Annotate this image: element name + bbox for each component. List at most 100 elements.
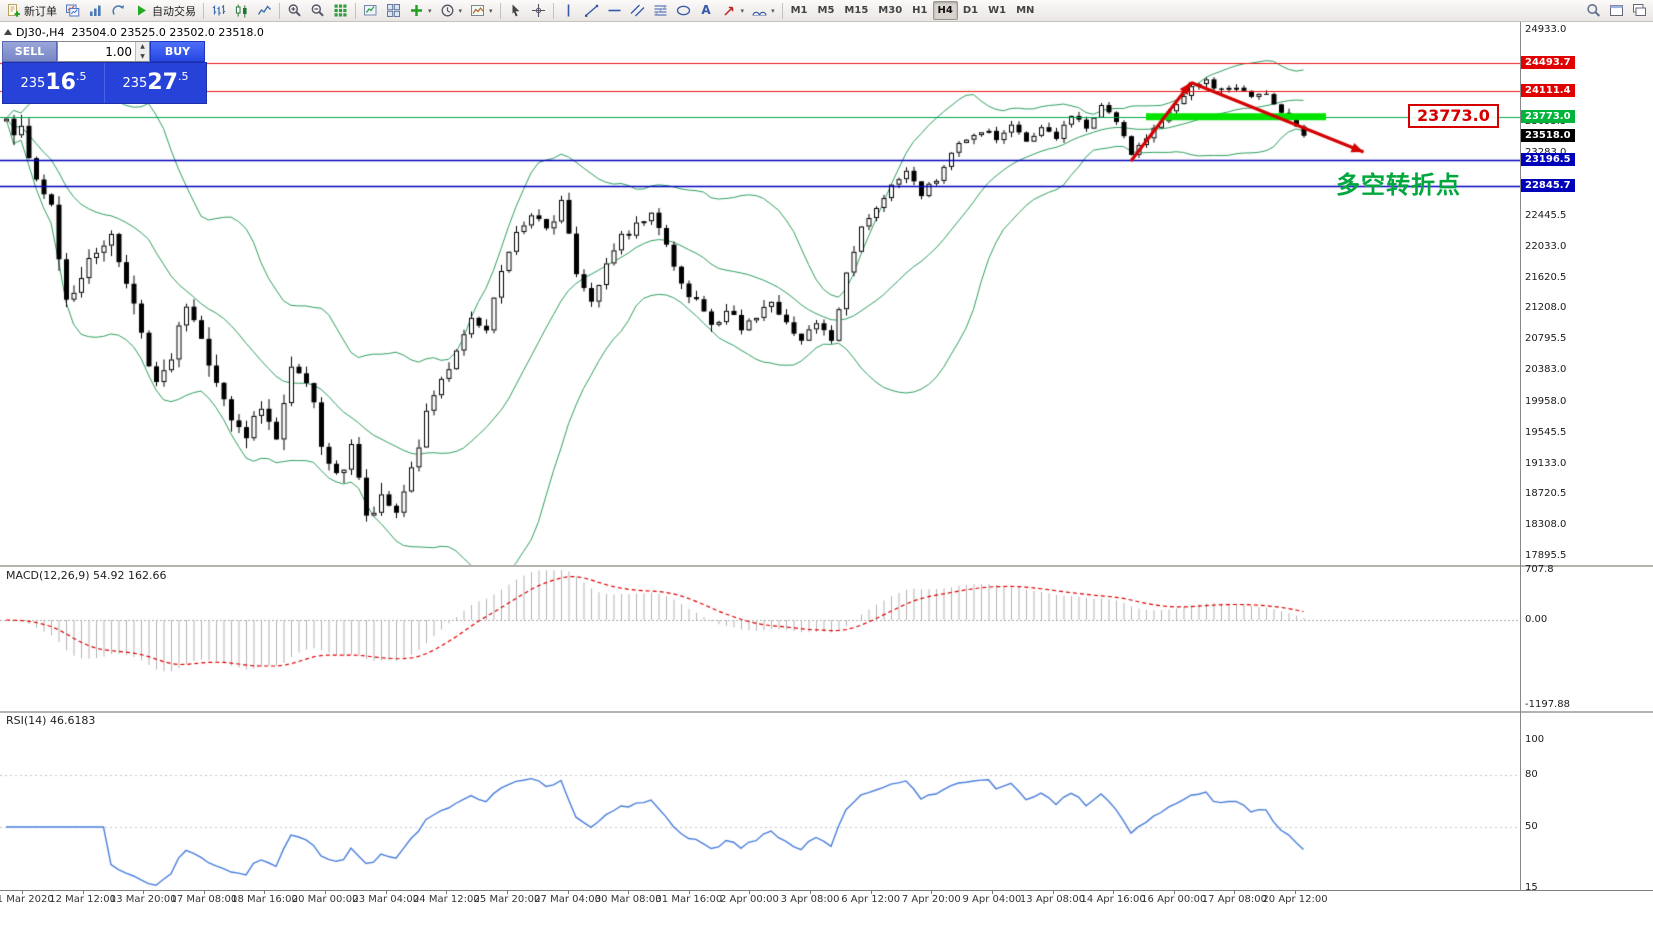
- timeframe-m5-button[interactable]: M5: [817, 5, 835, 16]
- rsi-pane-canvas[interactable]: [0, 713, 1520, 890]
- cycle-lines-button[interactable]: ▾: [748, 0, 779, 21]
- toolbar-separator: [203, 2, 204, 19]
- zoom-in-button[interactable]: [283, 0, 306, 21]
- cycle-lines-icon: [752, 3, 767, 18]
- refresh-icon: [111, 3, 126, 18]
- sell-price[interactable]: 235 16 .5: [3, 63, 104, 103]
- shapes-button[interactable]: [672, 0, 695, 21]
- text-label-button[interactable]: A: [695, 0, 718, 21]
- time-axis-label: 25 Mar 20:00: [473, 894, 541, 905]
- zoom-in-icon: [287, 3, 302, 18]
- price-tag: 23518.0: [1521, 128, 1575, 142]
- timeframe-w1-button[interactable]: W1: [988, 5, 1007, 16]
- time-axis-label: 30 Mar 08:00: [594, 894, 662, 905]
- time-axis-tick: [1234, 890, 1236, 894]
- time-axis-label: 27 Mar 04:00: [534, 894, 601, 905]
- trade-panel-divider: [104, 63, 105, 103]
- price-axis-label: 20383.0: [1525, 364, 1567, 376]
- search-icon: [1586, 3, 1601, 18]
- line-chart-button[interactable]: [253, 0, 276, 21]
- buy-button[interactable]: BUY: [150, 41, 205, 62]
- time-axis-tick: [991, 890, 993, 894]
- auto-arrange-button[interactable]: [359, 0, 382, 21]
- lot-increase-icon[interactable]: ▲: [136, 42, 149, 52]
- crosshair-button[interactable]: [527, 0, 550, 21]
- pane-separator[interactable]: [0, 565, 1653, 567]
- new-window-button[interactable]: [1605, 0, 1628, 21]
- fibonacci-button[interactable]: [649, 0, 672, 21]
- vertical-line-button[interactable]: [557, 0, 580, 21]
- buy-price-pips: .5: [177, 70, 189, 83]
- lot-size-value[interactable]: 1.00: [105, 45, 132, 59]
- line-chart-icon: [257, 3, 272, 18]
- horizontal-line-icon: [607, 3, 622, 18]
- toolbar-separator: [499, 2, 501, 19]
- time-axis-tick: [82, 890, 84, 894]
- zoom-out-button[interactable]: [306, 0, 329, 21]
- timeframe-d1-button[interactable]: D1: [962, 5, 979, 16]
- timeframe-mn-button[interactable]: MN: [1016, 5, 1035, 16]
- crosshair-icon: [531, 3, 546, 18]
- lot-decrease-icon[interactable]: ▼: [136, 51, 149, 61]
- price-tag: 23773.0: [1521, 109, 1575, 123]
- ohlc-bars-button[interactable]: [207, 0, 230, 21]
- arrow-tools-icon: [722, 3, 737, 18]
- cursor-button[interactable]: [504, 0, 527, 21]
- time-axis-tick: [385, 890, 387, 894]
- sell-button[interactable]: SELL: [2, 41, 57, 62]
- trendline-button[interactable]: [580, 0, 603, 21]
- lot-size-field[interactable]: 1.00 ▲ ▼: [57, 41, 150, 62]
- doc-new-icon: [6, 3, 21, 18]
- price-annotation-box[interactable]: 23773.0: [1408, 104, 1499, 128]
- pane-separator[interactable]: [0, 711, 1653, 713]
- new-order-button[interactable]: 新订单: [2, 0, 61, 21]
- turning-point-label[interactable]: 多空转折点: [1336, 171, 1461, 199]
- buy-price[interactable]: 235 27 .5: [105, 63, 206, 103]
- market-watch-button[interactable]: [84, 0, 107, 21]
- time-axis-label: 17 Mar 08:00: [170, 894, 238, 905]
- autotrading-button[interactable]: 自动交易: [130, 0, 200, 21]
- grid-button[interactable]: [329, 0, 352, 21]
- lot-size-stepper: ▲ ▼: [135, 42, 149, 61]
- window-list-button[interactable]: [1628, 0, 1651, 21]
- macd-pane-canvas[interactable]: [0, 568, 1520, 711]
- trendline-icon: [584, 3, 599, 18]
- main-chart-canvas[interactable]: [0, 22, 1520, 566]
- rsi-axis-label: 15: [1525, 881, 1538, 893]
- arrow-tools-button[interactable]: ▾: [718, 0, 749, 21]
- shapes-icon: [676, 3, 691, 18]
- templates-button[interactable]: ▾: [466, 0, 497, 21]
- timeframe-m15-button[interactable]: M15: [844, 5, 869, 16]
- price-tag: 24111.4: [1521, 84, 1575, 98]
- timeframe-h1-button[interactable]: H1: [912, 5, 928, 16]
- time-axis-label: 3 Apr 08:00: [780, 894, 840, 905]
- timeframe-m30-button[interactable]: M30: [878, 5, 903, 16]
- equidistant-channel-button[interactable]: [626, 0, 649, 21]
- price-tag: 23196.5: [1521, 152, 1575, 166]
- add-indicator-button[interactable]: ▾: [405, 0, 436, 21]
- tile-windows-button[interactable]: [382, 0, 405, 21]
- time-axis-tick: [203, 890, 205, 894]
- sell-price-big: 16: [45, 70, 76, 95]
- search-button[interactable]: [1582, 0, 1605, 21]
- auto-arrange-icon: [363, 3, 378, 18]
- toolbar-separator: [279, 2, 280, 19]
- horizontal-line-button[interactable]: [603, 0, 626, 21]
- dropdown-caret-icon: ▾: [489, 6, 493, 15]
- toolbar-separator: [552, 2, 554, 19]
- main-toolbar: 新订单 自动交易 ▾ ▾ ▾ A ▾ ▾ M1 M5 M15 M30 H1 H4 D1 W1 MN: [0, 0, 1653, 22]
- timeframe-h4-button[interactable]: H4: [932, 1, 958, 20]
- time-axis-label: 20 Apr 12:00: [1262, 894, 1328, 905]
- time-axis-label: 23 Mar 04:00: [352, 894, 420, 905]
- time-axis-label: 14 Apr 16:00: [1080, 894, 1146, 905]
- time-axis-border: [0, 890, 1653, 891]
- time-axis-tick: [1052, 890, 1054, 894]
- one-click-collapse-icon[interactable]: [4, 29, 12, 35]
- time-axis-label: 13 Mar 20:00: [109, 894, 177, 905]
- timeframe-m1-button[interactable]: M1: [790, 5, 808, 16]
- candlesticks-button[interactable]: [230, 0, 253, 21]
- charts-stack-button[interactable]: [61, 0, 84, 21]
- periods-button[interactable]: ▾: [436, 0, 467, 21]
- refresh-button[interactable]: [107, 0, 130, 21]
- time-axis-label: 16 Apr 00:00: [1141, 894, 1207, 905]
